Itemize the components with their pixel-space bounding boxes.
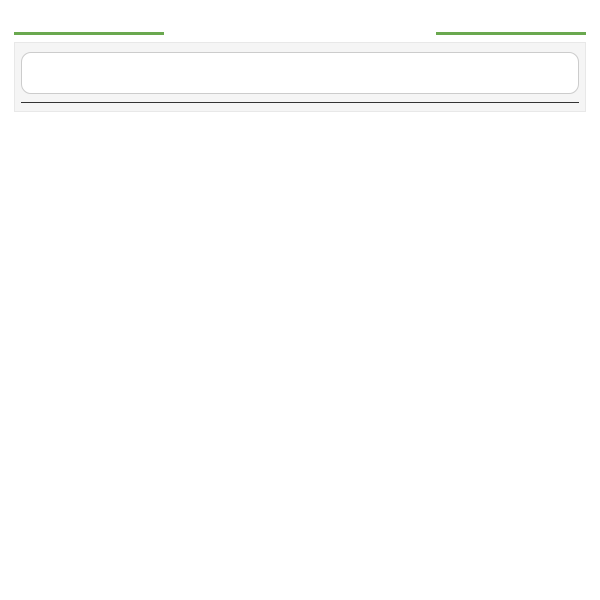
col-func: [157, 96, 579, 103]
col-dir: [123, 96, 157, 103]
col-pin: [21, 96, 63, 103]
title-rule-left: [14, 32, 164, 35]
datasheet: [14, 42, 586, 112]
connector-diagram: [21, 52, 579, 94]
title-rule-right: [436, 32, 586, 35]
table-header-row: [21, 96, 579, 103]
connector-row-bottom: [22, 56, 578, 57]
col-abbr: [63, 96, 123, 103]
footnotes: [21, 103, 579, 107]
pin-table: [21, 96, 579, 103]
title-block: [0, 0, 600, 40]
